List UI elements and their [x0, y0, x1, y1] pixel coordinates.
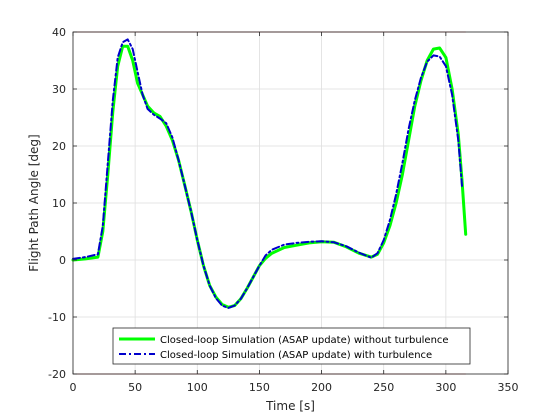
- series-line-2: [72, 38, 463, 309]
- legend-label: Closed-loop Simulation (ASAP update) wit…: [160, 350, 432, 361]
- x-tick-label: 150: [249, 381, 270, 394]
- y-axis-label: Flight Path Angle [deg]: [27, 134, 41, 271]
- series-group: [71, 38, 468, 309]
- x-tick-label: 50: [128, 381, 142, 394]
- x-tick-label: 250: [373, 381, 394, 394]
- y-tick-label: 10: [52, 197, 66, 210]
- x-tick-label: 100: [187, 381, 208, 394]
- y-axis-ticks: -20 -10 0 10 20 30 40: [48, 26, 508, 381]
- y-tick-label: 0: [59, 254, 66, 267]
- y-tick-label: 20: [52, 140, 66, 153]
- x-tick-label: 200: [311, 381, 332, 394]
- y-tick-label: -10: [48, 311, 66, 324]
- legend-label: Closed-loop Simulation (ASAP update) wit…: [160, 335, 449, 346]
- y-tick-label: 30: [52, 83, 66, 96]
- x-tick-label: 300: [435, 381, 456, 394]
- y-tick-label: -20: [48, 368, 66, 381]
- legend: Closed-loop Simulation (ASAP update) wit…: [112, 327, 471, 365]
- x-axis-label: Time [s]: [265, 399, 315, 413]
- x-tick-label: 350: [498, 381, 519, 394]
- x-tick-label: 0: [70, 381, 77, 394]
- y-tick-label: 40: [52, 26, 66, 39]
- x-axis-ticks: 0 50 100 150 200 250 300 350: [70, 32, 519, 394]
- legend-box: [112, 327, 471, 365]
